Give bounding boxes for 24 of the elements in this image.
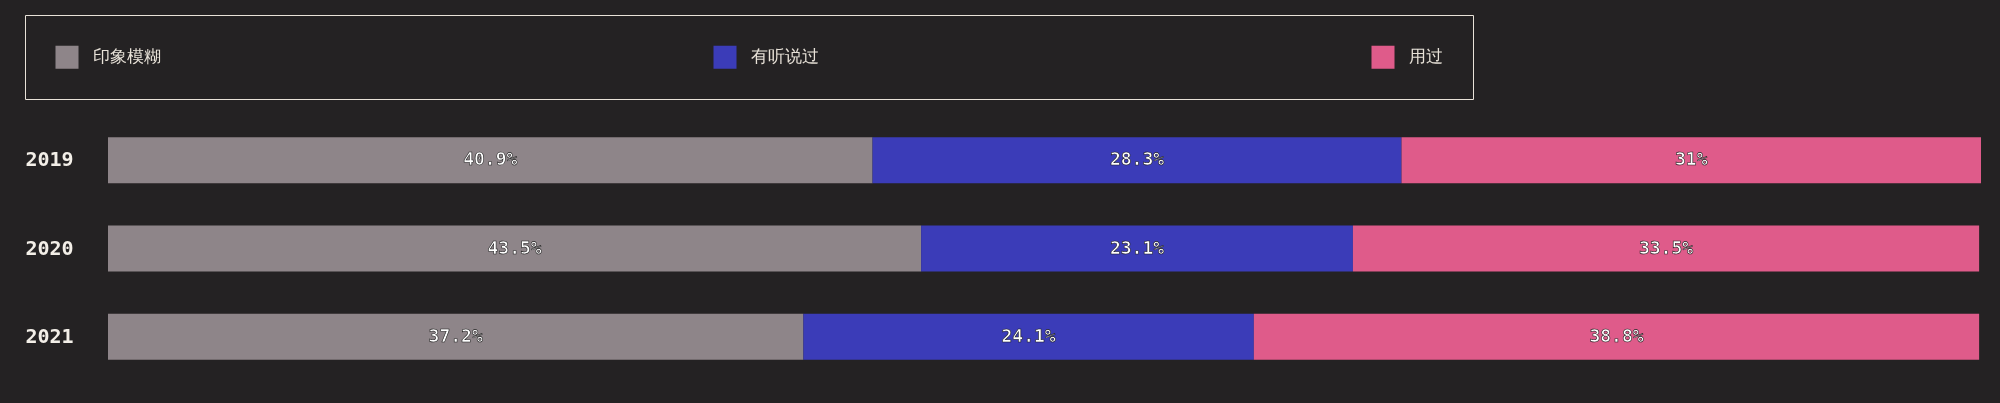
bar bbox=[921, 225, 1353, 272]
bar bbox=[1352, 225, 1980, 272]
bar bbox=[1253, 313, 1980, 360]
legend-label: 有听说过 bbox=[751, 46, 819, 67]
data-label: 24.1% bbox=[1001, 324, 1056, 346]
data-label: 40.9% bbox=[463, 148, 518, 170]
data-label: 31% bbox=[1675, 148, 1708, 170]
legend-label: 用过 bbox=[1409, 46, 1443, 67]
y-tick-label: 2019 bbox=[25, 147, 74, 172]
data-label: 28.3% bbox=[1109, 148, 1165, 170]
bar bbox=[108, 313, 804, 360]
data-label: 33.5% bbox=[1638, 236, 1694, 258]
bar bbox=[108, 225, 922, 272]
data-label: 23.1% bbox=[1109, 236, 1165, 258]
bar bbox=[1401, 137, 1981, 184]
data-label: 43.5% bbox=[487, 236, 542, 258]
bar bbox=[803, 313, 1254, 360]
legend-label: 印象模糊 bbox=[93, 46, 161, 67]
bar bbox=[108, 137, 873, 184]
data-label: 37.2% bbox=[428, 324, 483, 346]
data-label: 38.8% bbox=[1589, 324, 1644, 346]
bar bbox=[872, 137, 1402, 184]
y-tick-label: 2021 bbox=[25, 323, 74, 348]
y-tick-label: 2020 bbox=[25, 235, 74, 260]
